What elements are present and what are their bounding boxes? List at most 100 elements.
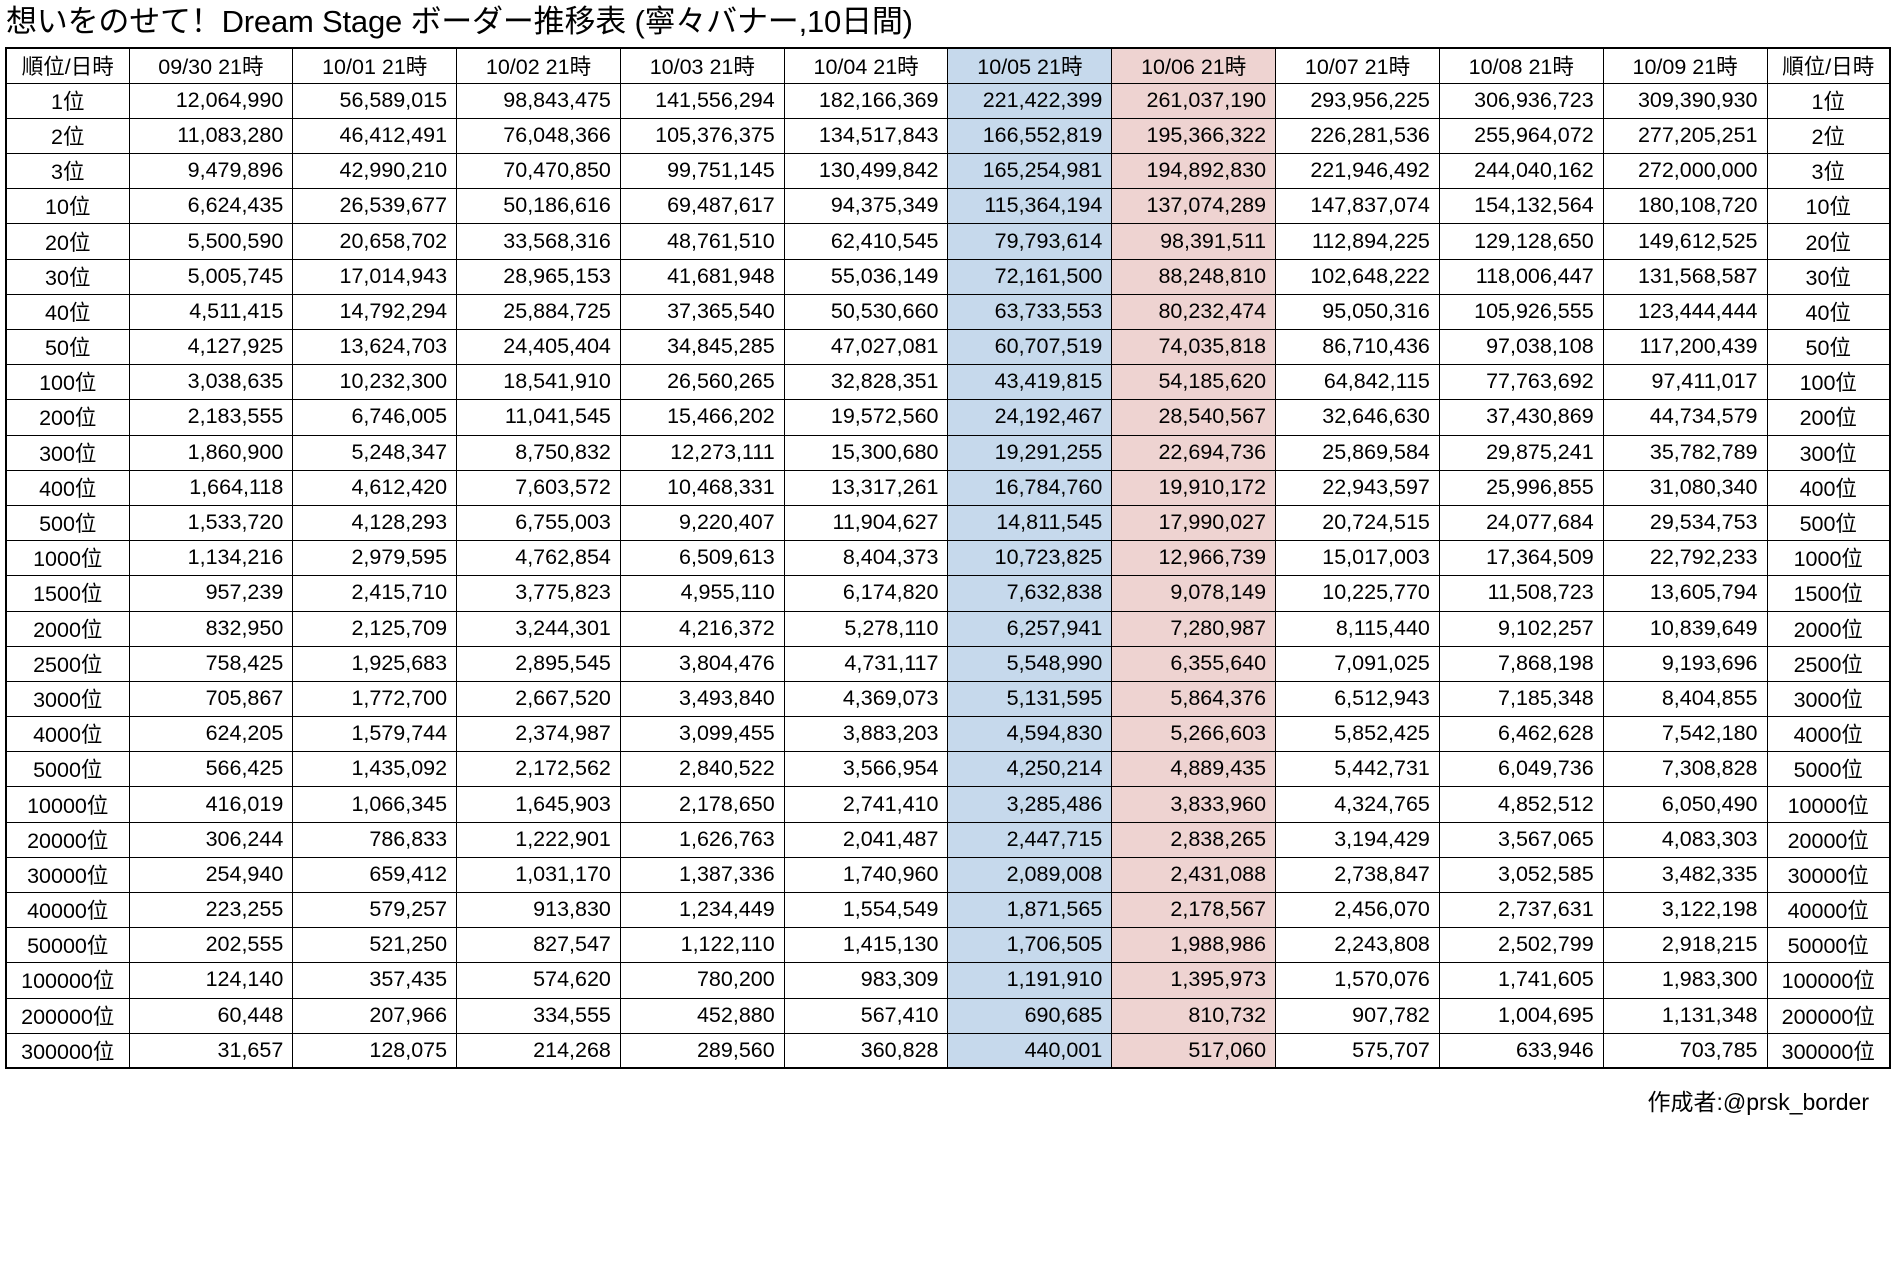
cell-value: 2,918,215 bbox=[1602, 927, 1768, 964]
cell-value: 2,415,710 bbox=[292, 575, 458, 612]
row-header-rank-left: 40位 bbox=[5, 293, 130, 331]
cell-value: 2,738,847 bbox=[1275, 856, 1440, 894]
cell-value: 2,840,522 bbox=[619, 751, 785, 788]
column-header-date-3: 10/02 21時 bbox=[456, 47, 621, 84]
cell-value: 521,250 bbox=[292, 927, 458, 964]
table-row: 200位 2,183,555 6,746,005 11,041,545 15,466,2… bbox=[5, 399, 1891, 436]
cell-value: 1,131,348 bbox=[1602, 997, 1768, 1034]
row-header-rank-left: 2500位 bbox=[5, 645, 130, 682]
cell-value: 4,127,925 bbox=[128, 328, 294, 366]
cell-value: 4,762,854 bbox=[456, 540, 621, 577]
row-header-rank-left: 2000位 bbox=[5, 610, 130, 647]
cell-value: 2,374,987 bbox=[456, 716, 621, 753]
cell-value: 306,936,723 bbox=[1438, 82, 1604, 119]
cell-value: 9,220,407 bbox=[619, 504, 785, 542]
row-header-rank-right: 30位 bbox=[1766, 258, 1891, 295]
cell-value: 786,833 bbox=[292, 821, 458, 858]
cell-value: 214,268 bbox=[456, 1032, 621, 1069]
row-header-rank-right: 100000位 bbox=[1766, 962, 1891, 999]
cell-value: 11,508,723 bbox=[1438, 575, 1604, 612]
row-header-rank-right: 10000位 bbox=[1766, 786, 1891, 823]
cell-value: 810,732 bbox=[1111, 997, 1277, 1034]
cell-value: 6,509,613 bbox=[619, 540, 785, 577]
cell-value: 10,723,825 bbox=[947, 540, 1113, 577]
cell-value: 1,191,910 bbox=[947, 962, 1113, 999]
cell-value: 1,031,170 bbox=[456, 856, 621, 894]
cell-value: 3,567,065 bbox=[1438, 821, 1604, 858]
table-row: 10位 6,624,435 26,539,677 50,186,616 69,487,6… bbox=[5, 188, 1891, 225]
cell-value: 624,205 bbox=[128, 716, 294, 753]
cell-value: 33,568,316 bbox=[456, 223, 621, 260]
cell-value: 3,883,203 bbox=[783, 716, 949, 753]
cell-value: 6,512,943 bbox=[1275, 680, 1440, 718]
cell-value: 633,946 bbox=[1438, 1032, 1604, 1069]
cell-value: 1,664,118 bbox=[128, 469, 294, 506]
row-header-rank-left: 1位 bbox=[5, 82, 130, 119]
cell-value: 1,066,345 bbox=[292, 786, 458, 823]
column-header-date-5: 10/04 21時 bbox=[783, 47, 949, 84]
cell-value: 416,019 bbox=[128, 786, 294, 823]
cell-value: 141,556,294 bbox=[619, 82, 785, 119]
cell-value: 7,280,987 bbox=[1111, 610, 1277, 647]
cell-value: 4,511,415 bbox=[128, 293, 294, 331]
cell-value: 8,404,373 bbox=[783, 540, 949, 577]
cell-value: 64,842,115 bbox=[1275, 364, 1440, 401]
cell-value: 102,648,222 bbox=[1275, 258, 1440, 295]
row-header-rank-left: 10位 bbox=[5, 188, 130, 225]
row-header-rank-left: 20位 bbox=[5, 223, 130, 260]
cell-value: 88,248,810 bbox=[1111, 258, 1277, 295]
cell-value: 1,533,720 bbox=[128, 504, 294, 542]
cell-value: 13,605,794 bbox=[1602, 575, 1768, 612]
row-header-rank-left: 1000位 bbox=[5, 540, 130, 577]
cell-value: 1,387,336 bbox=[619, 856, 785, 894]
cell-value: 3,099,455 bbox=[619, 716, 785, 753]
cell-value: 63,733,553 bbox=[947, 293, 1113, 331]
cell-value: 24,192,467 bbox=[947, 399, 1113, 436]
row-header-rank-left: 100位 bbox=[5, 364, 130, 401]
cell-value: 6,049,736 bbox=[1438, 751, 1604, 788]
table-row: 200000位 60,448 207,966 334,555 452,880 567,41… bbox=[5, 997, 1891, 1034]
column-header-date-1: 09/30 21時 bbox=[128, 47, 294, 84]
cell-value: 5,548,990 bbox=[947, 645, 1113, 682]
cell-value: 147,837,074 bbox=[1275, 188, 1440, 225]
column-header-date-10: 10/09 21時 bbox=[1602, 47, 1768, 84]
cell-value: 195,366,322 bbox=[1111, 117, 1277, 155]
row-header-rank-left: 10000位 bbox=[5, 786, 130, 823]
cell-value: 11,041,545 bbox=[456, 399, 621, 436]
row-header-rank-left: 300000位 bbox=[5, 1032, 130, 1069]
row-header-rank-right: 300000位 bbox=[1766, 1032, 1891, 1069]
row-header-rank-left: 50位 bbox=[5, 328, 130, 366]
cell-value: 3,804,476 bbox=[619, 645, 785, 682]
cell-value: 309,390,930 bbox=[1602, 82, 1768, 119]
table-row: 50位 4,127,925 13,624,703 24,405,404 34,845,2… bbox=[5, 328, 1891, 366]
cell-value: 165,254,981 bbox=[947, 153, 1113, 190]
cell-value: 26,539,677 bbox=[292, 188, 458, 225]
cell-value: 221,422,399 bbox=[947, 82, 1113, 119]
cell-value: 7,185,348 bbox=[1438, 680, 1604, 718]
cell-value: 2,243,808 bbox=[1275, 927, 1440, 964]
cell-value: 1,645,903 bbox=[456, 786, 621, 823]
cell-value: 1,626,763 bbox=[619, 821, 785, 858]
cell-value: 37,430,869 bbox=[1438, 399, 1604, 436]
row-header-rank-right: 400位 bbox=[1766, 469, 1891, 506]
cell-value: 29,534,753 bbox=[1602, 504, 1768, 542]
cell-value: 7,868,198 bbox=[1438, 645, 1604, 682]
cell-value: 3,493,840 bbox=[619, 680, 785, 718]
cell-value: 6,174,820 bbox=[783, 575, 949, 612]
cell-value: 452,880 bbox=[619, 997, 785, 1034]
cell-value: 50,530,660 bbox=[783, 293, 949, 331]
cell-value: 22,694,736 bbox=[1111, 434, 1277, 471]
table-row: 30000位 254,940 659,412 1,031,170 1,387,336 1,… bbox=[5, 856, 1891, 894]
cell-value: 17,014,943 bbox=[292, 258, 458, 295]
cell-value: 37,365,540 bbox=[619, 293, 785, 331]
cell-value: 41,681,948 bbox=[619, 258, 785, 295]
cell-value: 94,375,349 bbox=[783, 188, 949, 225]
column-header-date-9: 10/08 21時 bbox=[1438, 47, 1604, 84]
cell-value: 18,541,910 bbox=[456, 364, 621, 401]
cell-value: 261,037,190 bbox=[1111, 82, 1277, 119]
cell-value: 5,864,376 bbox=[1111, 680, 1277, 718]
cell-value: 705,867 bbox=[128, 680, 294, 718]
cell-value: 6,755,003 bbox=[456, 504, 621, 542]
cell-value: 703,785 bbox=[1602, 1032, 1768, 1069]
cell-value: 1,925,683 bbox=[292, 645, 458, 682]
